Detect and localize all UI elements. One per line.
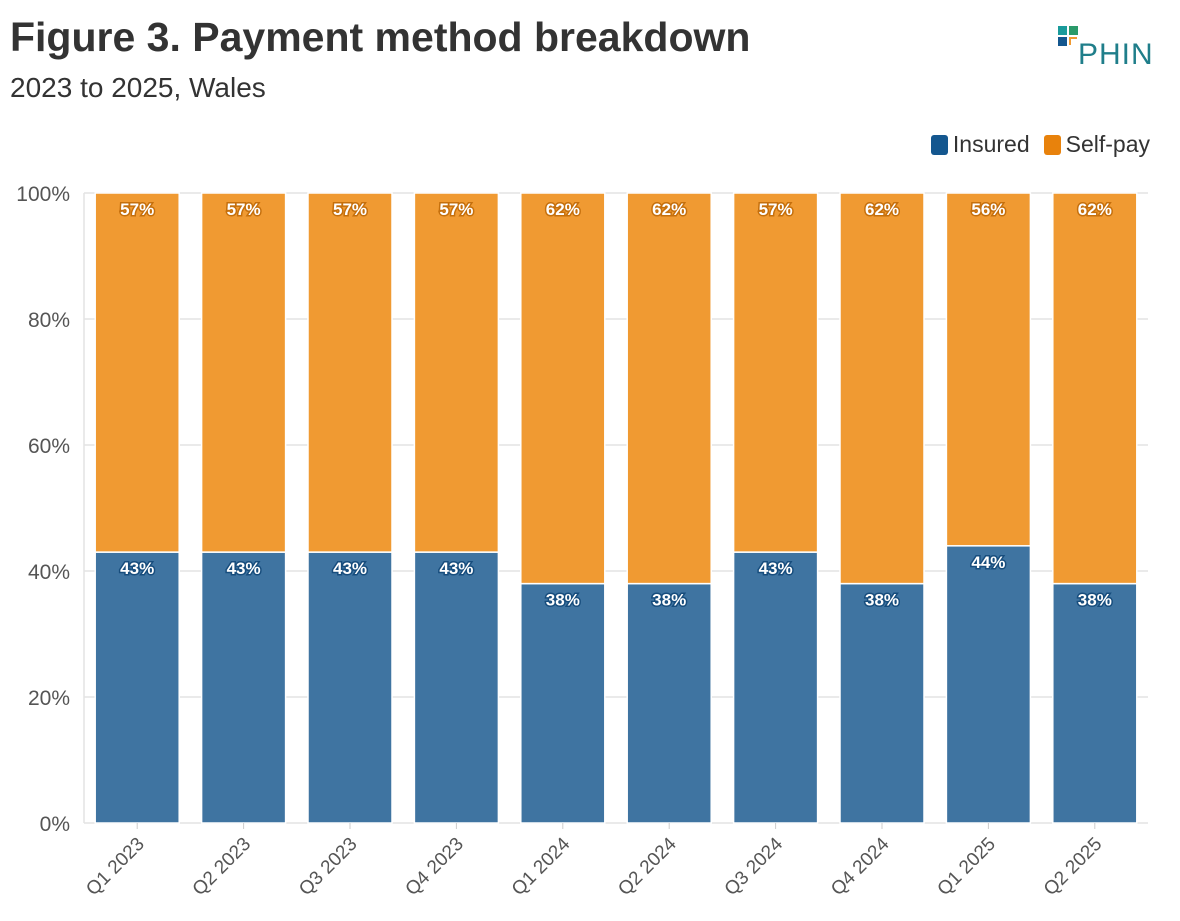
data-label-insured: 38% (652, 591, 686, 610)
data-label-insured: 43% (439, 559, 473, 578)
legend-label-insured: Insured (952, 131, 1030, 157)
bar-insured (413, 551, 500, 824)
y-tick-label: 40% (28, 561, 70, 584)
data-label-insured: 43% (227, 559, 261, 578)
data-label-self-pay: 57% (439, 200, 473, 219)
x-tick-label: Q3 2023 (295, 834, 361, 900)
data-label-self-pay: 62% (652, 200, 686, 219)
legend-swatch-self-pay (1043, 134, 1061, 155)
logo-text: PHIN (1078, 38, 1154, 71)
bar-self-pay (94, 192, 180, 553)
phin-logo: PHIN (1058, 26, 1158, 74)
data-label-self-pay: 57% (120, 200, 154, 219)
x-tick-label: Q2 2023 (189, 834, 255, 900)
x-tick-label: Q4 2024 (827, 833, 894, 900)
data-label-insured: 38% (865, 591, 899, 610)
legend-item-self-pay[interactable]: Self-pay (1043, 131, 1150, 158)
data-label-insured: 38% (1078, 591, 1112, 610)
bar-insured (732, 551, 819, 824)
bar-self-pay (200, 192, 287, 553)
bar-self-pay (945, 192, 1032, 547)
data-label-self-pay: 57% (333, 200, 367, 219)
legend: Insured Self-pay (930, 131, 1150, 158)
bar-insured (200, 551, 287, 824)
data-label-insured: 43% (759, 559, 793, 578)
x-tick-label: Q2 2024 (614, 833, 681, 900)
y-tick-label: 20% (28, 687, 70, 710)
data-label-insured: 38% (546, 591, 580, 610)
data-label-insured: 44% (971, 553, 1005, 572)
bar-insured (945, 545, 1032, 824)
chart-title: Figure 3. Payment method breakdown (10, 14, 751, 60)
bar-insured (1052, 582, 1138, 824)
bar-self-pay (732, 192, 819, 553)
data-label-insured: 43% (333, 559, 367, 578)
data-label-self-pay: 56% (971, 200, 1005, 219)
legend-item-insured[interactable]: Insured (930, 131, 1030, 158)
y-tick-label: 100% (16, 183, 70, 206)
bar-self-pay (307, 192, 393, 553)
data-label-self-pay: 62% (865, 200, 899, 219)
chart-subtitle: 2023 to 2025, Wales (10, 72, 266, 103)
y-tick-label: 80% (28, 309, 70, 332)
bar-self-pay (1052, 192, 1138, 585)
data-label-self-pay: 62% (546, 200, 580, 219)
bar-insured (94, 551, 180, 824)
bar-insured (307, 551, 393, 824)
bar-insured (626, 582, 712, 824)
legend-swatch-insured (930, 134, 948, 155)
x-tick-label: Q1 2024 (508, 833, 575, 900)
x-tick-label: Q2 2025 (1040, 834, 1106, 900)
data-label-self-pay: 62% (1078, 200, 1112, 219)
x-tick-label: Q1 2023 (82, 834, 148, 900)
x-tick-label: Q3 2024 (721, 833, 788, 900)
x-tick-label: Q1 2025 (934, 834, 1000, 900)
data-label-self-pay: 57% (759, 200, 793, 219)
legend-label-self-pay: Self-pay (1065, 131, 1150, 157)
bar-self-pay (839, 192, 925, 585)
bar-insured (520, 582, 606, 824)
y-tick-label: 60% (28, 435, 70, 458)
bar-self-pay (413, 192, 500, 553)
bar-self-pay (626, 192, 712, 585)
bar-self-pay (520, 192, 606, 585)
y-tick-label: 0% (40, 813, 70, 836)
x-tick-label: Q4 2023 (402, 834, 468, 900)
data-label-self-pay: 57% (227, 200, 261, 219)
bar-insured (839, 582, 925, 824)
data-label-insured: 43% (120, 559, 154, 578)
